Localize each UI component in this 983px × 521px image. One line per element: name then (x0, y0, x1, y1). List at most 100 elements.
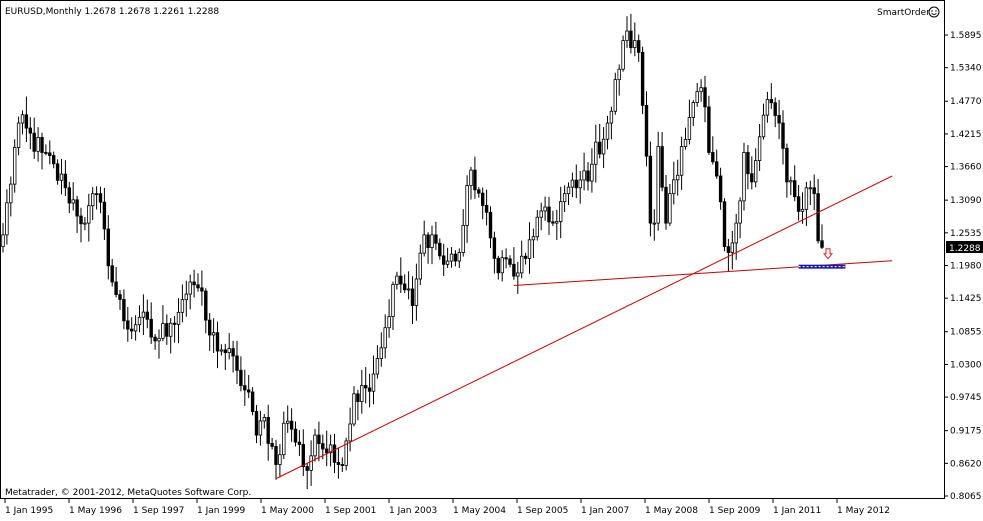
candle-body (24, 114, 29, 129)
candle-body (235, 355, 239, 371)
candle-body (278, 454, 282, 465)
candle-body (484, 205, 489, 213)
candle-body (559, 201, 563, 222)
candle-body (551, 221, 555, 224)
candle-body (196, 284, 200, 289)
time-tick-label: 1 Jan 1999 (197, 506, 245, 516)
candle-body (539, 210, 543, 218)
candle-body (812, 187, 816, 195)
candle-body (722, 201, 727, 248)
candle-body (145, 311, 149, 320)
candle-body (785, 147, 789, 183)
candle-body (757, 136, 762, 161)
candle-body (395, 275, 399, 285)
candle-body (63, 173, 68, 189)
candle-body (461, 224, 465, 253)
candle-body (282, 422, 286, 456)
candle-body (367, 387, 372, 392)
candle-body (613, 79, 617, 112)
time-tick-label: 1 May 1996 (69, 506, 122, 516)
candle-body (652, 222, 656, 225)
candle-body (516, 272, 520, 277)
candle-body (223, 349, 227, 354)
candle-body (781, 122, 785, 149)
candle-body (625, 30, 629, 41)
candle-body (410, 288, 415, 306)
smartorder-label[interactable]: SmartOrder (877, 8, 930, 18)
copyright-text: Metatrader, © 2001-2012, MetaQuotes Soft… (5, 488, 251, 498)
candle-body (36, 136, 40, 152)
candle-body (94, 193, 99, 196)
candle-body (699, 87, 703, 93)
candle-body (352, 393, 356, 425)
candle-body (754, 160, 758, 183)
candle-body (434, 234, 438, 244)
candle-body (609, 110, 614, 124)
candle-body (371, 373, 376, 392)
candle-body (469, 169, 473, 186)
candle-body (414, 278, 419, 306)
current-price-text: 1.2288 (949, 244, 981, 254)
candle-body (250, 391, 255, 412)
candle-body (122, 299, 126, 322)
symbol-info: EURUSD,Monthly 1.2678 1.2678 1.2261 1.22… (5, 7, 219, 17)
smiley-icon[interactable] (928, 6, 940, 18)
candle-body (715, 161, 719, 177)
candle-body (796, 196, 801, 212)
candle-body (9, 183, 13, 204)
candle-body (258, 420, 263, 436)
trendlines-layer[interactable] (275, 175, 893, 480)
time-tick-label: 1 May 2012 (837, 506, 890, 516)
candle-body (808, 187, 812, 190)
candle-body (20, 114, 25, 124)
trendline[interactable] (275, 175, 893, 480)
candle-body (453, 253, 458, 262)
candle-body (289, 420, 294, 430)
candle-body (168, 322, 173, 337)
candle-body (274, 446, 278, 465)
candle-body (102, 201, 107, 230)
trendline[interactable] (513, 260, 893, 287)
candle-body (504, 257, 508, 260)
candle-body (215, 332, 220, 352)
candle-body (133, 324, 138, 332)
candle-body (219, 349, 224, 352)
time-tick-label: 1 May 2008 (645, 506, 698, 516)
candle-body (114, 281, 118, 295)
candle-body (184, 293, 188, 301)
price-axis: 1.5895 1.5340 1.4770 1.4215 1.3660 1.3090 1.25… (944, 31, 982, 502)
candle-body (406, 288, 411, 291)
order-zone[interactable] (798, 264, 846, 269)
candle-body (5, 202, 9, 236)
candle-body (687, 117, 692, 140)
candle-body (297, 441, 302, 445)
candle-body (637, 40, 641, 53)
candle-body (204, 290, 208, 321)
down-arrow-icon[interactable] (822, 248, 834, 260)
candle-body (211, 332, 216, 336)
price-tick-label: 0.9175 (950, 427, 982, 437)
candle-body (656, 146, 660, 224)
candle-body (344, 440, 348, 466)
candle-body (570, 179, 575, 188)
candle-body (590, 163, 594, 182)
candle-body (52, 155, 56, 165)
candle-body (110, 265, 114, 283)
candle-body (180, 299, 185, 313)
candle-body (718, 175, 723, 203)
candle-body (582, 170, 586, 181)
candle-body (621, 40, 625, 70)
candle-body (742, 152, 746, 202)
candle-body (340, 464, 344, 466)
candle-body (629, 30, 633, 49)
candle-body (200, 287, 204, 292)
candle-body (301, 444, 305, 467)
candle-body (664, 186, 668, 224)
time-tick-label: 1 Jan 1995 (5, 506, 53, 516)
candle-body (227, 348, 231, 354)
candle-body (457, 252, 461, 262)
candle-body (793, 180, 797, 198)
candle-body (601, 138, 606, 155)
